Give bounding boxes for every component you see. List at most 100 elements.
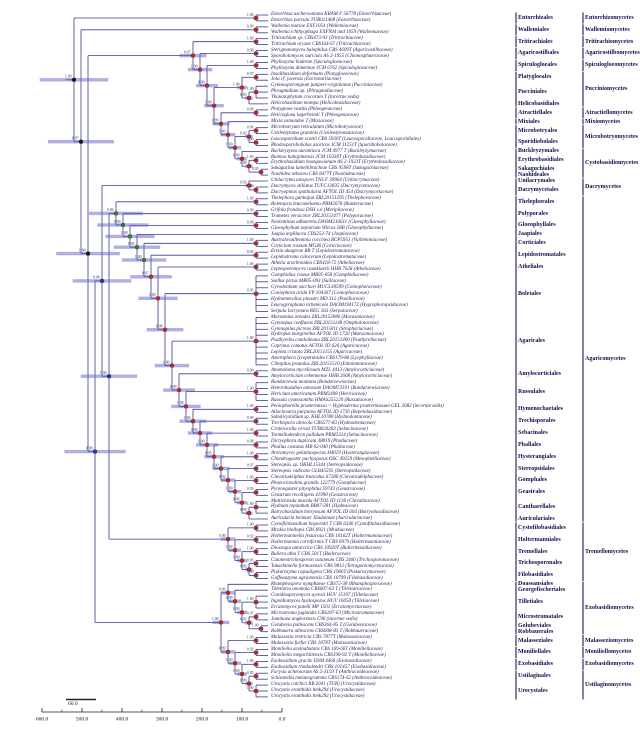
taxon-label: Anomoloma myceliosum MZL 4413 (Amylocort… <box>271 368 385 373</box>
tree-node-dot <box>246 183 252 188</box>
support-value: 1.00 <box>247 570 254 574</box>
taxon-label: Bullera alba T CBS 501T (Bulleraceae) <box>271 551 351 557</box>
tree-node-dot <box>239 156 245 162</box>
support-value: 1.00 <box>135 255 142 259</box>
taxon-label: Stereopsis sp. OKHL15344 (Stereopsidacea… <box>271 462 363 468</box>
tree-node-dot <box>211 454 217 459</box>
axis-tick-label: 600.0 <box>36 717 49 723</box>
support-value: 0.95 <box>205 452 212 456</box>
taxon-label: Peniophorella praetermissa = Hyphoderma … <box>271 403 444 409</box>
tree-node-dot <box>113 211 119 216</box>
taxon-label: Marasmius oreades ZRL20153086 (Marasmiac… <box>271 314 375 320</box>
tree-node-dot <box>225 590 231 595</box>
support-value: 1.00 <box>247 452 254 456</box>
tree-node-dot <box>253 187 259 193</box>
taxon-label: Ertzia akagerae BR T (Lepidostromataceae… <box>271 249 360 255</box>
taxon-label: Urocystis eranthidis hmk294 (Urocystidac… <box>271 688 365 694</box>
tree-node-dot <box>253 561 259 566</box>
order-label: Gloeophyllales <box>518 222 556 229</box>
tree-node-dot <box>253 490 259 495</box>
order-label: Ustilaginales <box>518 673 551 680</box>
class-label: Agaricomycetes <box>585 355 626 362</box>
axis-tick-label: 200.0 <box>196 717 209 723</box>
taxon-label: Serpula lacrymans REG 363 (Serpulaceae) <box>271 308 358 314</box>
tree-node-dot <box>253 128 259 133</box>
tree-node-dot <box>253 419 259 424</box>
tree-node-dot <box>253 338 259 344</box>
taxon-label: Geastrum recolligens 41990 (Geastraceae) <box>271 492 358 498</box>
order-label: Dacrymycetales <box>518 186 559 193</box>
tree-node-dot <box>253 291 259 296</box>
support-value: 0.99 <box>247 416 254 420</box>
support-value: 1.00 <box>247 502 254 506</box>
support-value: 1.00 <box>226 486 233 490</box>
taxon-label: Aroramyces gelatinosporus H4019 (Hystera… <box>271 451 380 456</box>
taxon-label: Craterocolla cerasi TUB020203 (Sebacinac… <box>271 427 368 433</box>
taxon-label: Hericium americanum PBM2498 (Hericiaceae… <box>271 391 367 397</box>
tree-node-dot <box>239 500 245 505</box>
tree-node-dot <box>204 83 210 88</box>
taxon-label: Clitopilus prunulus ZRL20151510 (Entolom… <box>271 362 377 368</box>
support-value: 0.93 <box>128 242 135 246</box>
taxon-label: Jaminaea angkorensis C96 (incertae sedis… <box>271 617 358 623</box>
support-value: 1.00 <box>247 635 254 639</box>
support-value: 0.99 <box>219 647 226 651</box>
tree-node-dot <box>253 537 259 542</box>
taxon-label: Mixia osmundae T (Mixiaceae) <box>271 118 334 124</box>
tree-node-dot <box>218 121 224 127</box>
support-value: 0.96 <box>247 125 254 129</box>
taxon-label: Sterigmatomyces halophilus CBS 4609T (Ag… <box>271 47 393 53</box>
tree-node-dot <box>239 671 245 677</box>
support-value: 1.00 <box>121 231 128 235</box>
support-value: 1.00 <box>205 101 212 105</box>
taxon-label: Rhodosporidiobolus azoricus JCM 11251T (… <box>271 142 397 148</box>
order-label: Malasseziales <box>518 637 553 644</box>
scale-bar-label: 60.0 <box>68 701 78 707</box>
taxon-label: Hydnomerulius pinastri MD 312 (Paxillace… <box>271 296 365 302</box>
taxon-label: Australovuilleminia coccinea BCP5951 (Vu… <box>271 237 388 243</box>
taxon-label: Conidiosporomyces ayresii HUV 15197 (Til… <box>271 593 379 599</box>
support-value: 0.97 <box>142 272 149 276</box>
taxon-label: Neolentinus adhaerens DAOM216611 (Gloeop… <box>271 219 386 225</box>
support-value: 0.99 <box>247 108 254 112</box>
support-value: 1.00 <box>247 262 254 266</box>
support-value: 0.90 <box>233 154 240 158</box>
order-label: Naohideales <box>518 172 550 178</box>
taxon-label: Subulicystidium sp. KHL10780 (Hydnodonta… <box>271 415 372 421</box>
order-label: Hymenochaetales <box>518 406 563 413</box>
support-value: 0.97 <box>247 612 254 616</box>
taxon-label: Bannoa hahajimensis JCM 10338T (Erythrob… <box>271 154 386 160</box>
support-value: 1.00 <box>247 155 254 159</box>
taxon-label: Cutaneotrichosporon cutaneum CBS 2466 (T… <box>271 557 399 563</box>
tree-node-dot <box>253 505 259 510</box>
tree-node-dot <box>99 278 105 284</box>
support-value: 1.00 <box>79 248 86 252</box>
order-label: Doassansiales <box>518 581 554 588</box>
support-value: 0.96 <box>107 208 114 212</box>
taxon-label: Chondrogaster pachysporus OSC 49259 (Mes… <box>271 456 391 462</box>
taxon-label: Jaapia argillacea CBS252-74 (Jaapiaceae) <box>271 231 358 237</box>
order-label: Thelephorales <box>518 198 555 205</box>
tree-node-dot <box>106 374 112 379</box>
support-value: 1.00 <box>247 197 254 201</box>
support-value: 0.98 <box>93 276 100 280</box>
tree-node-dot <box>190 419 196 424</box>
support-value: 1.00 <box>226 658 233 662</box>
taxon-label: Moniliella acetoabutans CBS 169-66T (Mon… <box>271 646 383 652</box>
order-label: Platygloeales <box>518 74 552 81</box>
taxon-label: Naohidea sebacea CBS 8477T (Naohideaceae… <box>271 172 366 178</box>
class-label: Pucciniomycetes <box>585 86 628 92</box>
tree-node-dot <box>197 67 203 72</box>
support-value: 0.97 <box>247 463 254 467</box>
support-value: 0.92 <box>247 647 254 651</box>
order-label: Unilacrymales <box>518 177 555 184</box>
class-label: Entorrhizomycetes <box>585 14 634 21</box>
support-value: 1.00 <box>212 463 219 467</box>
support-value: 0.98 <box>247 48 254 52</box>
support-value: 1.00 <box>247 659 254 663</box>
class-label: Dacrymycetes <box>585 183 621 190</box>
taxon-label: Microstroma juglandis CBS287-63 (Microst… <box>271 611 385 617</box>
support-value: 1.00 <box>247 60 254 64</box>
taxon-label: Grifola frondosa DSH s.n (Meripilaceae) <box>271 207 354 213</box>
support-value: 0.90 <box>240 678 247 682</box>
